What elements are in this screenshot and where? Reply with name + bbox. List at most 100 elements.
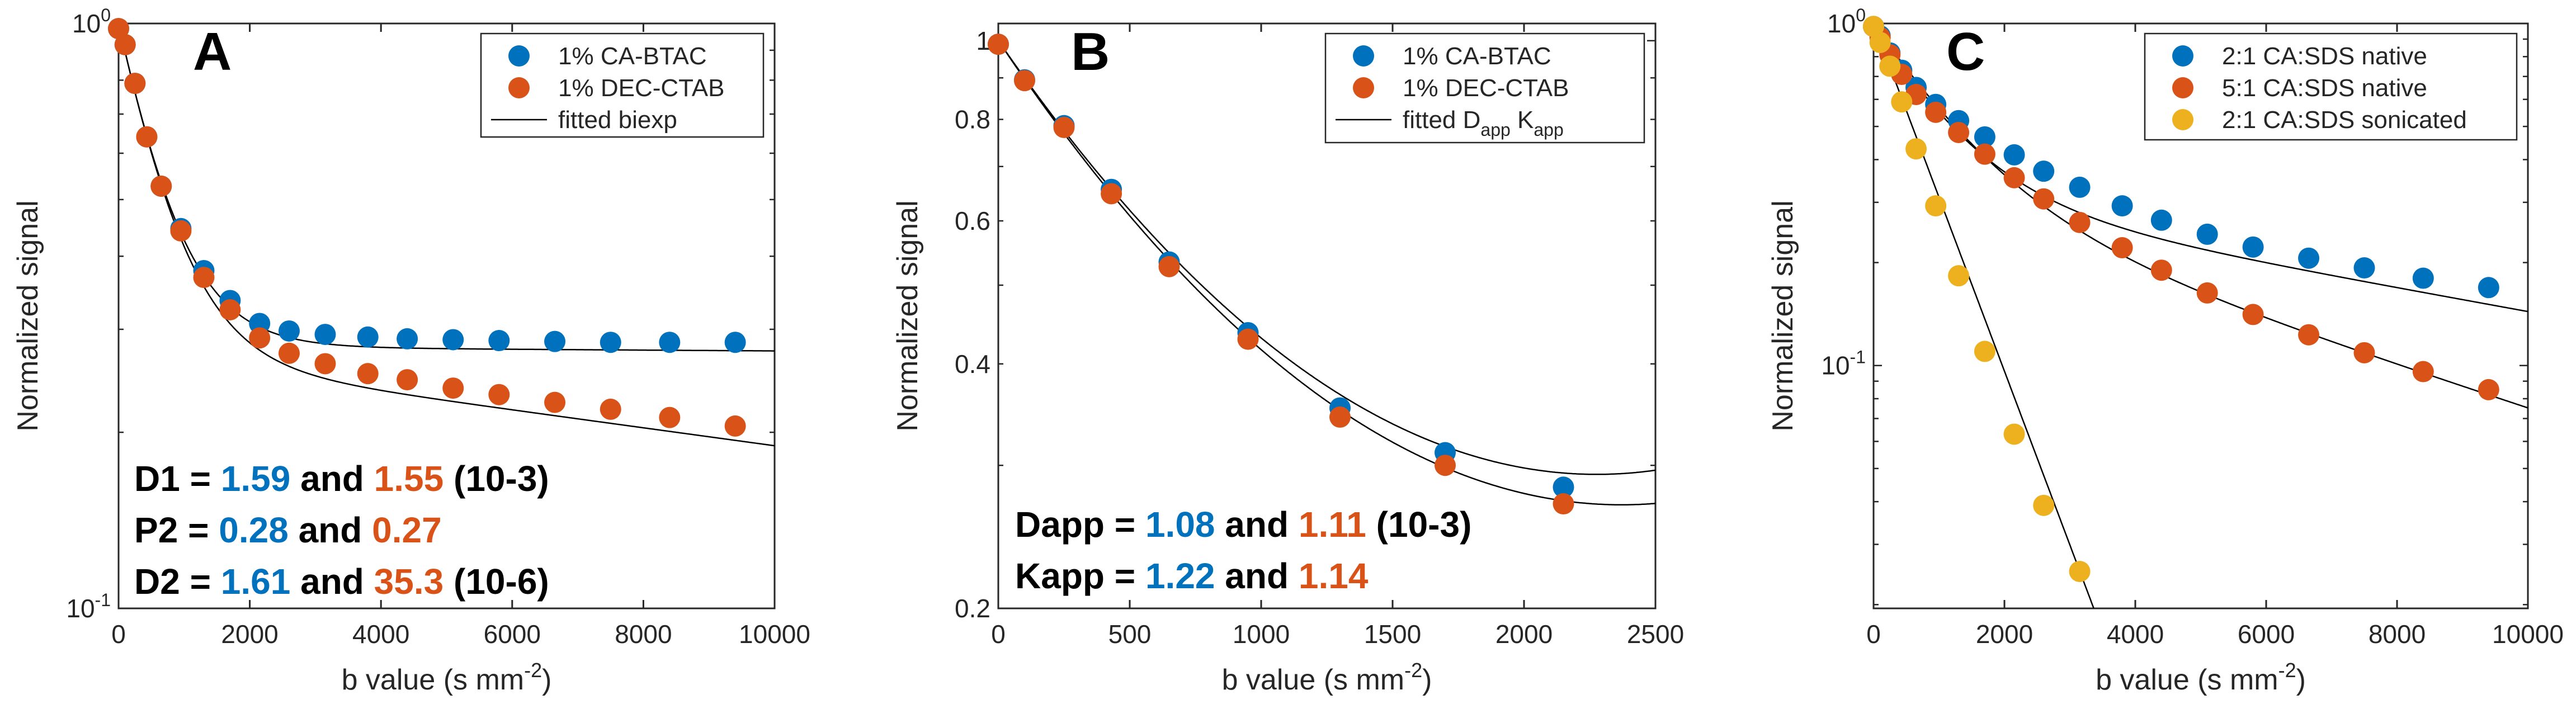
x-axis-label-exponent: -2 bbox=[1404, 659, 1422, 682]
y-tick-label: 0.4 bbox=[955, 349, 990, 379]
data-point bbox=[724, 332, 746, 353]
x-tick-label: 2000 bbox=[1976, 620, 2033, 649]
data-points bbox=[108, 18, 746, 437]
y-tick-label: 1 bbox=[976, 26, 990, 55]
x-tick-label: 1500 bbox=[1364, 620, 1421, 649]
annotation-mid: and bbox=[1215, 504, 1299, 545]
data-points bbox=[1863, 16, 2499, 582]
x-axis-label: b value (s mm-2) bbox=[2096, 659, 2306, 696]
legend: 2:1 CA:SDS native 5:1 CA:SDS native 2:1 CA… bbox=[2144, 32, 2518, 141]
data-point bbox=[314, 324, 336, 346]
data-point bbox=[170, 220, 192, 242]
data-point bbox=[1329, 406, 1351, 428]
data-point bbox=[544, 330, 566, 352]
data-point bbox=[2033, 188, 2055, 210]
data-point bbox=[2150, 209, 2172, 231]
data-point bbox=[2196, 223, 2218, 245]
x-tick-label: 6000 bbox=[484, 620, 541, 649]
data-point bbox=[1974, 341, 1995, 362]
x-tick-label: 4000 bbox=[352, 620, 409, 649]
y-tick-exponent: -1 bbox=[95, 590, 111, 610]
legend-label-text: fitted biexp bbox=[558, 106, 677, 134]
data-point bbox=[659, 407, 681, 428]
x-axis-label-main: b value (s mm bbox=[2096, 664, 2278, 696]
legend-marker bbox=[1353, 45, 1374, 67]
annotation-line: Kapp = 1.22 and 1.14 bbox=[1015, 556, 1369, 596]
data-point bbox=[193, 267, 215, 289]
data-point bbox=[442, 377, 464, 399]
x-tick-label: 1000 bbox=[1233, 620, 1290, 649]
x-tick-label: 0 bbox=[111, 620, 126, 649]
y-tick-label: 100 bbox=[1827, 5, 1866, 38]
data-point bbox=[2069, 176, 2091, 198]
annotation-value-orange: 1.55 bbox=[374, 459, 444, 499]
data-point bbox=[1158, 256, 1180, 277]
legend-label-text: 1% CA-BTAC bbox=[1403, 42, 1551, 70]
legend: 1% CA-BTAC 1% DEC-CTAB fitted Dapp Kapp bbox=[1324, 32, 1645, 144]
x-axis-label-exponent: -2 bbox=[524, 659, 542, 682]
annotation-value-blue: 1.59 bbox=[221, 459, 291, 499]
annotation-prefix: D2 = bbox=[134, 561, 221, 602]
legend-subscript: app bbox=[1534, 120, 1563, 140]
annotation-line: D1 = 1.59 and 1.55 (10-3) bbox=[134, 459, 549, 499]
x-tick-label: 4000 bbox=[2107, 620, 2164, 649]
annotation-value-orange: 35.3 bbox=[374, 561, 444, 602]
data-point bbox=[249, 327, 271, 349]
data-point bbox=[2003, 167, 2025, 188]
y-tick-label: 0.8 bbox=[955, 105, 990, 134]
x-tick-label: 0 bbox=[1866, 620, 1881, 649]
y-tick-label: 10-1 bbox=[66, 590, 111, 623]
panel-label: C bbox=[1946, 22, 1985, 82]
data-point bbox=[124, 73, 146, 94]
data-point bbox=[1925, 195, 1947, 217]
legend-label: fitted Dapp Kapp bbox=[1403, 106, 1564, 140]
data-point bbox=[150, 175, 172, 197]
data-point bbox=[136, 126, 158, 148]
data-point bbox=[357, 326, 379, 348]
legend-label: 2:1 CA:SDS sonicated bbox=[2222, 106, 2467, 134]
x-axis-label-close: ) bbox=[542, 664, 551, 696]
legend-label: 1% DEC-CTAB bbox=[1403, 74, 1569, 102]
x-axis-label: b value (s mm-2) bbox=[1222, 659, 1432, 696]
legend-label: 1% CA-BTAC bbox=[558, 42, 707, 70]
data-point bbox=[1101, 183, 1122, 205]
y-tick-base: 10 bbox=[1827, 9, 1856, 38]
data-point bbox=[2003, 423, 2025, 445]
annotation-suffix: (10-3) bbox=[444, 459, 549, 499]
annotation-value-orange: 1.11 bbox=[1299, 504, 1366, 545]
x-tick-label: 0 bbox=[991, 620, 1006, 649]
x-tick-label: 8000 bbox=[615, 620, 672, 649]
x-tick-label: 500 bbox=[1108, 620, 1152, 649]
data-point bbox=[108, 18, 129, 40]
data-point bbox=[1869, 31, 1891, 53]
annotation-value-blue: 1.08 bbox=[1145, 504, 1215, 545]
axes-box bbox=[1872, 22, 2529, 609]
y-tick-exponent: 0 bbox=[101, 5, 111, 25]
data-point bbox=[2196, 282, 2218, 304]
data-point bbox=[2242, 236, 2264, 258]
x-tick-label: 2000 bbox=[1495, 620, 1553, 649]
x-tick-label: 2000 bbox=[221, 620, 278, 649]
data-point bbox=[1974, 143, 1995, 165]
data-point bbox=[488, 384, 510, 405]
data-point bbox=[1948, 121, 1970, 143]
annotation-line: D2 = 1.61 and 35.3 (10-6) bbox=[134, 561, 549, 602]
x-tick-label: 10000 bbox=[739, 620, 810, 649]
legend-label-text: 2:1 CA:SDS native bbox=[2222, 42, 2427, 70]
legend-label-text: 2:1 CA:SDS sonicated bbox=[2222, 106, 2467, 134]
legend-label: 1% CA-BTAC bbox=[1403, 42, 1551, 70]
x-axis-label-main: b value (s mm bbox=[342, 664, 525, 696]
data-point bbox=[1948, 265, 1970, 287]
annotation-mid: and bbox=[1215, 556, 1299, 596]
y-tick-base: 10 bbox=[72, 9, 101, 38]
data-point bbox=[2242, 304, 2264, 325]
data-point bbox=[278, 320, 300, 342]
data-point bbox=[2033, 494, 2055, 516]
y-axis-label: Normalized signal bbox=[1767, 200, 1799, 431]
annotation-value-orange: 0.27 bbox=[372, 510, 442, 550]
x-axis-label-close: ) bbox=[2296, 664, 2306, 696]
y-tick-base: 10 bbox=[1821, 351, 1850, 380]
legend-marker bbox=[2172, 77, 2193, 98]
